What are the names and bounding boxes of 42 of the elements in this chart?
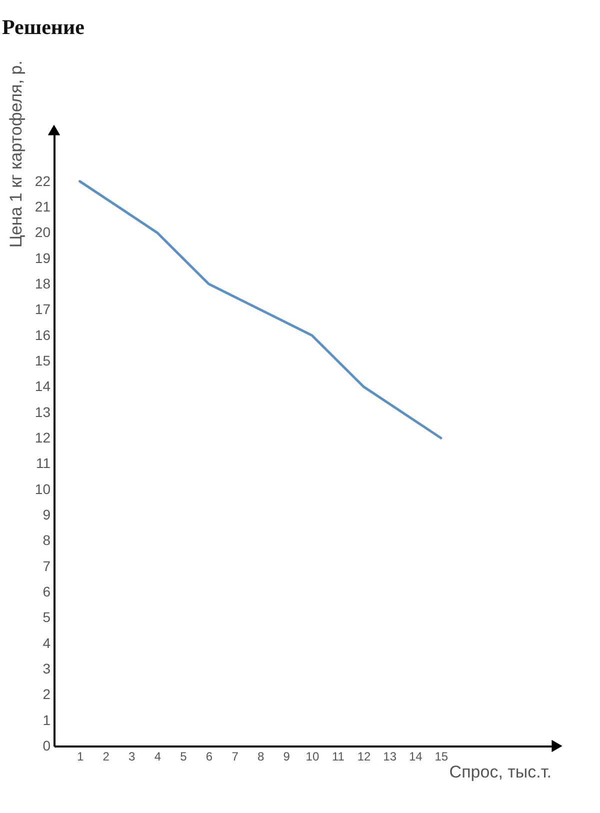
x-axis-title: Спрос, тыс.т. (449, 762, 552, 782)
x-tick-label: 1 (76, 750, 84, 764)
y-tick-label: 5 (42, 609, 51, 626)
y-tick-label: 11 (36, 455, 51, 472)
x-tick-label: 10 (306, 750, 320, 764)
y-tick-label: 1 (42, 712, 51, 728)
y-tick-label: 12 (34, 430, 51, 446)
x-tick-label: 11 (332, 750, 345, 764)
x-tick-label: 5 (180, 750, 188, 764)
y-tick-label: 0 (42, 738, 51, 754)
y-tick-label: 19 (34, 250, 51, 266)
x-tick-label: 13 (383, 750, 397, 764)
y-tick-label: 14 (34, 378, 51, 394)
x-tick-label: 7 (232, 750, 239, 764)
y-tick-label: 17 (34, 301, 51, 318)
x-tick-label: 9 (283, 750, 290, 764)
y-tick-label: 2 (42, 686, 51, 702)
x-tick-label: 8 (258, 750, 265, 764)
x-tick-label: 12 (357, 750, 372, 764)
x-tick-label: 14 (408, 750, 423, 764)
y-tick-label: 8 (42, 532, 51, 548)
y-tick-label: 13 (34, 404, 51, 420)
y-tick-label: 20 (34, 224, 51, 240)
y-tick-label: 4 (42, 634, 51, 651)
x-tick-label: 4 (154, 750, 162, 764)
y-tick-label: 7 (42, 558, 51, 574)
y-tick-label: 3 (42, 660, 51, 676)
y-tick-label: 10 (34, 480, 51, 497)
y-tick-label: 22 (34, 172, 51, 189)
y-axis-title: Цена 1 кг картофеля, р. (6, 60, 26, 248)
x-tick-label: 2 (102, 750, 110, 764)
x-tick-label: 6 (206, 750, 213, 764)
y-tick-label: 15 (34, 352, 51, 368)
y-tick-label: 16 (34, 326, 51, 343)
chart-title: Решение (2, 15, 84, 39)
y-tick-label: 21 (34, 198, 51, 214)
y-tick-label: 9 (42, 506, 51, 522)
y-tick-label: 18 (34, 276, 51, 292)
line-series (78, 180, 442, 440)
x-tick-label: 3 (128, 750, 136, 764)
y-tick-label: 6 (42, 584, 51, 600)
x-tick-label: 15 (434, 750, 448, 764)
